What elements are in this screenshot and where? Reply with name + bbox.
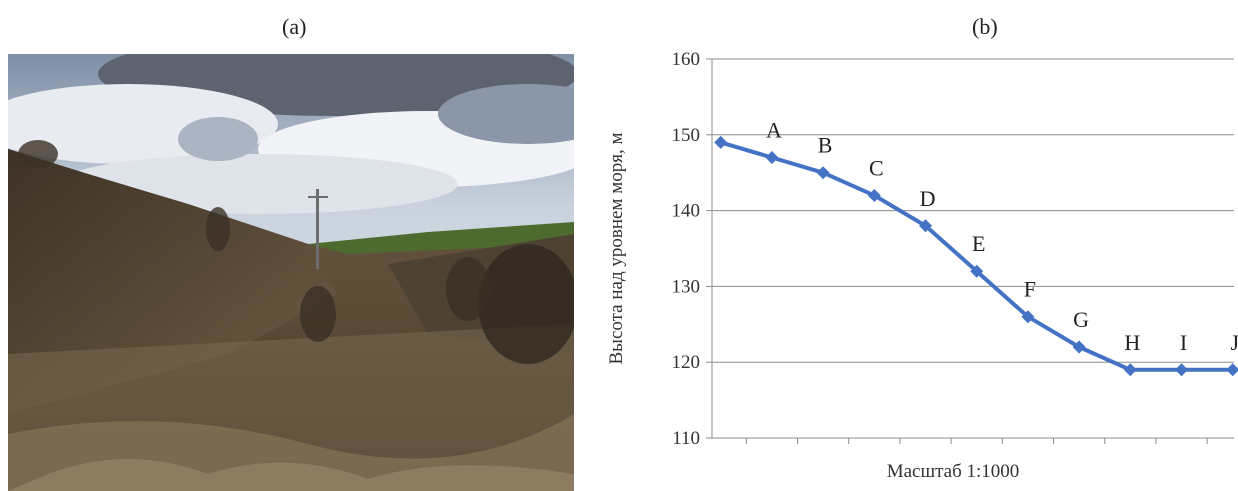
point-label: J [1230, 330, 1238, 355]
data-point [1175, 363, 1189, 377]
y-tick-label: 120 [672, 352, 701, 373]
data-point [1226, 363, 1238, 377]
elevation-series [714, 135, 1238, 377]
data-point [714, 135, 728, 149]
data-point [970, 264, 984, 278]
panel-b-label: (b) [972, 14, 998, 39]
point-labels: A B C D E F G H I J [766, 118, 1238, 355]
chart-axes [706, 58, 1234, 444]
point-label: I [1180, 330, 1187, 355]
point-label: D [920, 186, 936, 211]
y-tick-label: 130 [672, 276, 701, 297]
data-point [1021, 310, 1035, 324]
point-label: B [818, 133, 833, 158]
y-tick-label: 160 [672, 49, 701, 70]
y-tick-label: 150 [672, 125, 701, 146]
chart-gridlines [712, 58, 1234, 363]
y-axis-title: Высота над уровнем моря, м [606, 133, 627, 365]
landscape-photo [8, 54, 574, 491]
point-label: H [1124, 330, 1140, 355]
x-axis-title: Масштаб 1:1000 [887, 461, 1020, 480]
data-point [765, 151, 779, 165]
data-point [867, 188, 881, 202]
point-label: C [869, 155, 884, 180]
y-tick-label: 140 [672, 201, 701, 222]
point-label: G [1073, 307, 1089, 332]
y-tick-labels: 110 120 130 140 150 160 [672, 49, 701, 449]
data-point [1072, 340, 1086, 354]
y-tick-label: 110 [672, 428, 700, 449]
point-label: E [972, 231, 985, 256]
point-label: F [1024, 277, 1036, 302]
data-point [1123, 363, 1137, 377]
panel-a-label: (a) [282, 14, 307, 39]
point-label: A [766, 118, 782, 143]
data-point [816, 166, 830, 180]
data-point [919, 219, 933, 233]
elevation-chart: 110 120 130 140 150 160 A B C D E F G H I J Масштаб 1:… [606, 49, 1238, 480]
